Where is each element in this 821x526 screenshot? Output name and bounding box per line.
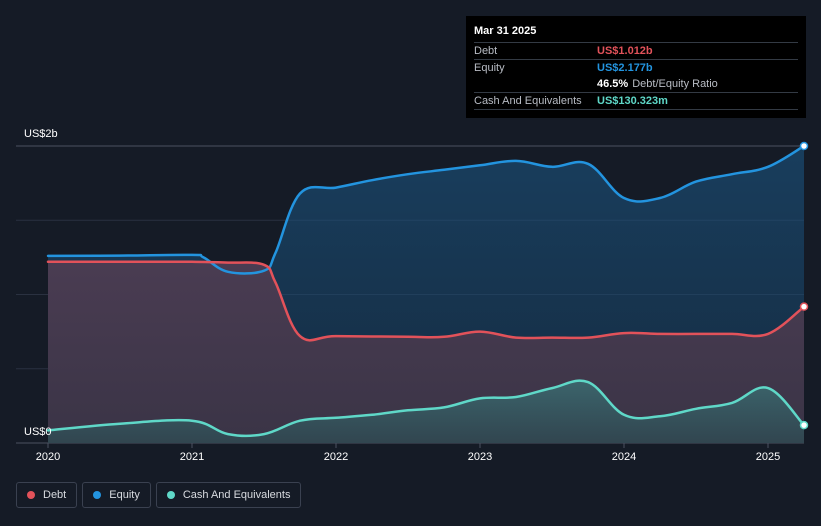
legend-debt-label: Debt	[43, 489, 67, 501]
tooltip-cash-row: Cash And Equivalents US$130.323m	[474, 92, 798, 110]
tooltip-equity-row: Equity US$2.177b	[474, 59, 798, 76]
legend-item-debt[interactable]: Debt	[16, 482, 78, 508]
debt-end-marker	[799, 302, 809, 311]
debt-line	[46, 260, 806, 342]
x-tick-label: 2023	[468, 451, 492, 463]
legend-item-cash[interactable]: Cash And Equivalents	[155, 482, 302, 508]
tooltip-ratio-row: 46.5% Debt/Equity Ratio	[474, 76, 798, 92]
tooltip-debt-value: US$1.012b	[597, 45, 653, 57]
legend-item-equity[interactable]: Equity	[82, 482, 151, 508]
y-axis-bottom-label: US$0	[24, 426, 52, 438]
cash-line	[46, 379, 806, 438]
legend: Debt Equity Cash And Equivalents	[16, 482, 302, 508]
tooltip-debt-row: Debt US$1.012b	[474, 42, 798, 59]
area-fills	[48, 146, 804, 443]
cash-dot-icon	[166, 491, 175, 499]
axis-labels: US$2b US$0 2020 2021 2022 2023 2024 2025	[24, 128, 780, 463]
x-tick-label: 2024	[612, 451, 636, 463]
tooltip-cash-label: Cash And Equivalents	[474, 95, 582, 107]
tooltip-date: Mar 31 2025	[474, 25, 537, 37]
legend-equity-label: Equity	[109, 489, 140, 501]
tooltip-cash-value: US$130.323m	[597, 95, 668, 107]
end-markers	[799, 141, 809, 430]
tooltip-equity-value: US$2.177b	[597, 62, 653, 74]
tooltip-debt-label: Debt	[474, 45, 498, 57]
tooltip-panel: Mar 31 2025 Debt US$1.012b Equity US$2.1…	[466, 16, 806, 118]
tooltip-ratio-label: Debt/Equity Ratio	[632, 78, 718, 90]
x-tick-label: 2020	[36, 451, 60, 463]
x-tick-label: 2025	[756, 451, 780, 463]
cash-end-marker	[799, 420, 809, 430]
x-tick-label: 2021	[180, 451, 204, 463]
x-tick-label: 2022	[324, 451, 348, 463]
series-lines	[46, 144, 806, 438]
tooltip-ratio-value: 46.5%	[597, 78, 629, 90]
debt-dot-icon	[27, 491, 35, 499]
equity-dot-icon	[93, 491, 102, 499]
legend-cash-label: Cash And Equivalents	[182, 489, 291, 501]
tooltip-equity-label: Equity	[474, 62, 505, 74]
debt-area	[48, 261, 804, 443]
y-axis-top-label: US$2b	[24, 128, 58, 140]
equity-end-marker	[799, 141, 809, 151]
cash-area	[48, 380, 804, 443]
